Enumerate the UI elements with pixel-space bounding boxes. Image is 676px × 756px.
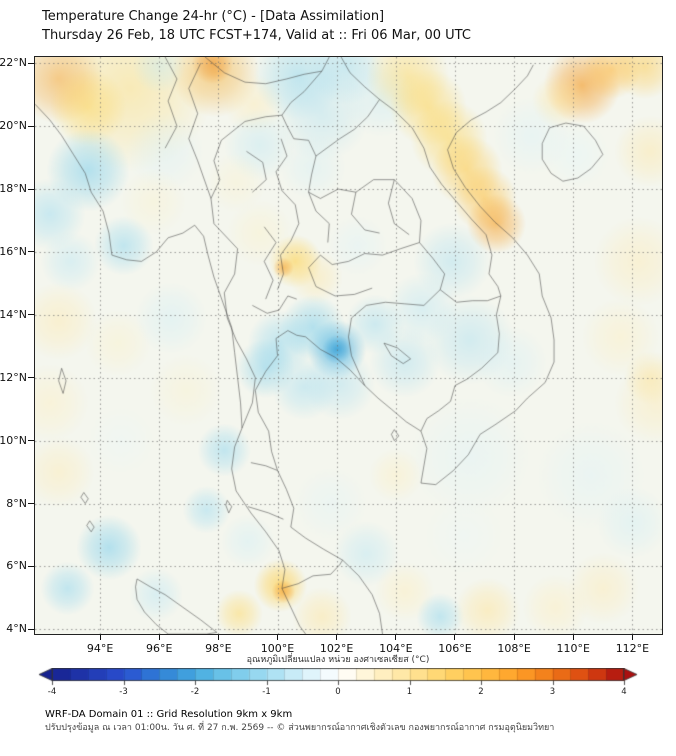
map-plot-area [34,56,663,635]
lat-tick-label: 12°N [0,370,27,384]
lat-tick-label: 22°N [0,56,27,70]
lat-tick-mark [28,125,34,127]
footer-attribution: ปรับปรุงข้อมูล ณ เวลา 01:00น. วัน ศ. ที่… [45,723,555,733]
header: Temperature Change 24-hr (°C) - [Data As… [42,7,471,45]
colorbar-tick-label: -2 [190,687,200,697]
lat-tick-mark [28,62,34,64]
lat-tick-label: 16°N [0,244,27,258]
lon-tick-mark [631,635,633,640]
colorbar-tick-label: 3 [549,687,556,697]
colorbar-gradient [38,668,638,686]
lat-tick-label: 10°N [0,433,27,447]
temperature-change-map [35,57,662,634]
lat-tick-mark [28,377,34,379]
lon-tick-mark [454,635,456,640]
lat-tick-label: 4°N [6,622,27,636]
colorbar-tick-label: -4 [47,687,57,697]
lon-tick-label: 98°E [205,642,232,655]
colorbar-tick-label: 4 [621,687,627,697]
lat-tick-label: 14°N [0,307,27,321]
lat-tick-mark [28,251,34,253]
lat-tick-label: 18°N [0,182,27,196]
colorbar-section: อุณหภูมิเปลี่ยนแปลง หน่วย องศาเซลเซียส (… [38,652,638,698]
lat-tick-mark [28,565,34,567]
lon-tick-label: 108°E [497,642,531,655]
colorbar-label: อุณหภูมิเปลี่ยนแปลง หน่วย องศาเซลเซียส (… [246,655,430,665]
lat-tick-mark [28,440,34,442]
colorbar-ticks: -4 -3 -2 -1 0 1 2 3 4 [38,686,638,698]
footer-domain-info: WRF-DA Domain 01 :: Grid Resolution 9km … [45,709,293,720]
lat-tick-label: 20°N [0,119,27,133]
lat-tick-label: 6°N [6,559,27,573]
page-title: Temperature Change 24-hr (°C) - [Data As… [42,9,385,24]
page-subtitle: Thursday 26 Feb, 18 UTC FCST+174, Valid … [42,28,471,43]
lat-tick-mark [28,628,34,630]
lat-tick-mark [28,503,34,504]
lat-tick-label: 8°N [6,496,27,510]
colorbar-tick-label: 1 [406,687,413,697]
lon-tick-label: 94°E [86,642,114,655]
lon-tick-mark [277,635,279,640]
colorbar-tick-label: -1 [262,687,271,697]
lon-tick-mark [572,635,574,640]
lon-tick-label: 110°E [556,642,590,655]
lon-tick-label: 100°E [260,642,295,655]
lat-tick-mark [28,188,34,190]
colorbar-tick-label: -3 [119,687,128,697]
footer: WRF-DA Domain 01 :: Grid Resolution 9km … [45,708,554,735]
colorbar-tick-label: 0 [335,687,341,697]
lon-tick-label: 102°E [319,642,354,655]
lon-tick-label: 104°E [379,642,413,655]
lon-tick-mark [336,635,338,640]
lon-tick-label: 106°E [438,642,472,655]
lon-tick-label: 96°E [145,642,173,655]
lon-tick-mark [395,635,397,640]
lon-tick-label: 112°E [615,642,650,655]
lon-tick-mark [99,635,101,640]
lon-tick-mark [217,635,219,640]
colorbar-tick-label: 2 [478,687,484,697]
lat-tick-mark [28,314,34,316]
lon-tick-mark [158,635,160,640]
lon-tick-mark [513,635,515,640]
